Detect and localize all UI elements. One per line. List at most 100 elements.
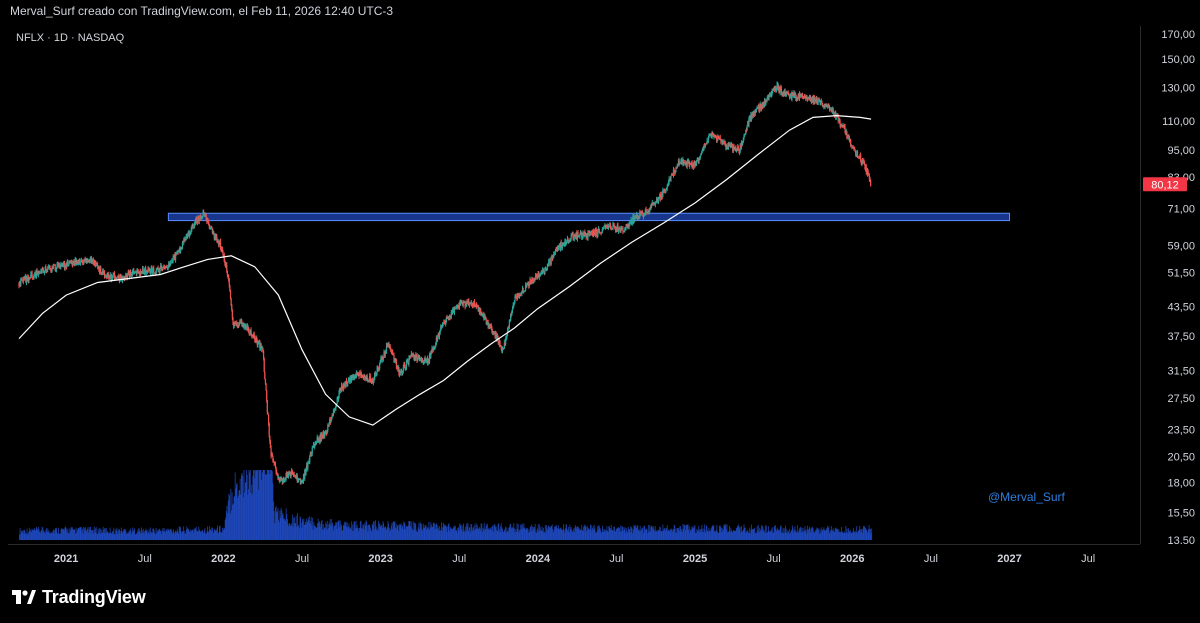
volume-bar	[866, 530, 868, 540]
volume-bar	[746, 531, 748, 540]
volume-bar	[421, 528, 423, 540]
candle-body	[202, 211, 204, 217]
volume-bar	[682, 524, 684, 540]
candle-body	[762, 102, 764, 107]
candle-body	[359, 373, 361, 377]
volume-bar	[780, 526, 781, 540]
volume-bar	[607, 531, 609, 540]
volume-bar	[546, 527, 548, 540]
volume-bar	[801, 527, 803, 540]
candle-body	[675, 167, 677, 173]
candle-body	[328, 423, 330, 427]
candle-body	[617, 230, 620, 232]
volume-bar	[97, 528, 99, 540]
candle-body	[584, 233, 587, 236]
volume-bar	[239, 478, 241, 540]
candle-body	[221, 248, 223, 251]
volume-bar	[552, 529, 554, 540]
candle-body	[253, 334, 255, 339]
volume-bar	[228, 493, 230, 540]
volume-bar	[193, 529, 195, 540]
candle-body	[63, 263, 66, 269]
volume-bar	[857, 530, 859, 540]
price-chart[interactable]	[8, 26, 1140, 544]
volume-bar	[327, 520, 329, 540]
volume-bar	[98, 528, 100, 540]
volume-bar	[308, 519, 310, 540]
candle-body	[443, 320, 445, 324]
candle-body	[402, 372, 404, 373]
volume-bar	[225, 510, 227, 540]
volume-bar	[212, 528, 214, 540]
volume-bar	[781, 532, 783, 540]
candle-body	[181, 241, 184, 249]
candle-body	[515, 295, 517, 297]
candle-body	[826, 106, 828, 107]
volume-bar	[31, 532, 32, 540]
candle-body	[183, 240, 185, 243]
candle-body	[354, 374, 356, 376]
candle-body	[522, 288, 524, 292]
candle-body	[340, 385, 343, 391]
volume-bar	[788, 530, 790, 540]
volume-bar	[820, 527, 822, 540]
candle-body	[470, 301, 472, 303]
volume-bar	[618, 527, 620, 540]
volume-bar	[639, 531, 641, 540]
candle-body	[771, 91, 773, 95]
volume-bar	[153, 530, 155, 540]
volume-bar	[348, 523, 350, 540]
candle-body	[85, 259, 87, 263]
candle-body	[616, 226, 618, 230]
candle-body	[432, 348, 434, 352]
volume-bar	[642, 533, 644, 540]
volume-bar	[169, 531, 171, 540]
candle-body	[563, 243, 565, 246]
volume-bar	[646, 529, 647, 540]
volume-bar	[651, 526, 653, 540]
volume-bar	[493, 524, 495, 540]
candle-body	[87, 260, 89, 262]
volume-bar	[766, 532, 768, 540]
candle-body	[520, 293, 522, 296]
candle-body	[458, 305, 460, 307]
volume-bar	[194, 527, 196, 540]
volume-bar	[551, 524, 553, 540]
volume-bar	[533, 528, 535, 540]
volume-bar	[382, 521, 384, 540]
tradingview-brand[interactable]: TradingView	[12, 586, 146, 608]
volume-bar	[868, 525, 870, 540]
volume-bar	[273, 511, 275, 540]
time-axis-svg: 2021 Jul 2022 Jul 2023 Jul 2024 Jul 2025 Jul 2026 J…	[54, 553, 1095, 565]
candle-body	[600, 232, 602, 234]
candle-body	[357, 372, 360, 376]
volume-bar	[473, 526, 475, 540]
candle-body	[464, 302, 466, 307]
volume-bar	[458, 530, 460, 540]
candle-body	[813, 97, 815, 103]
candle-body	[475, 304, 477, 307]
volume-bar	[765, 533, 767, 540]
candle-body	[710, 135, 713, 137]
candle-body	[146, 271, 149, 272]
price-axis[interactable]: 170,00150,00130,00110,0095,0083,0071,005…	[1140, 26, 1200, 547]
symbol-legend[interactable]: NFLX · 1D · NASDAQ	[16, 32, 125, 44]
candle-body	[606, 225, 608, 229]
volume-bar	[173, 529, 175, 540]
time-axis[interactable]: 2021 Jul 2022 Jul 2023 Jul 2024 Jul 2025 Jul 2026 J…	[8, 544, 1140, 571]
volume-bar	[79, 526, 81, 540]
volume-bar	[654, 526, 656, 540]
volume-bar	[630, 526, 632, 540]
volume-bar	[460, 524, 462, 540]
volume-bar	[773, 526, 775, 540]
candle-body	[632, 216, 635, 223]
candle-body	[510, 314, 512, 321]
chart-pane[interactable]	[8, 26, 1140, 544]
volume-bar	[390, 525, 392, 540]
volume-bar	[378, 524, 380, 540]
candle-body	[602, 228, 604, 230]
candle-body	[443, 320, 446, 323]
candle-body	[644, 213, 646, 215]
candle-body	[389, 346, 391, 349]
candle-body	[711, 132, 713, 137]
